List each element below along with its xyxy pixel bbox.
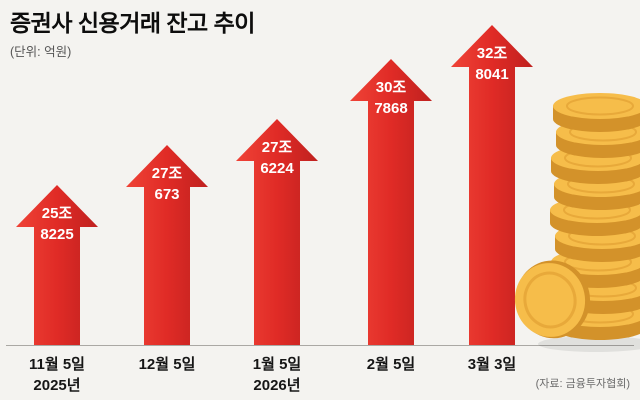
page-title: 증권사 신용거래 잔고 추이: [10, 10, 255, 36]
arrow-bar: 32조 8041: [451, 25, 533, 345]
value-label: 30조 7868: [374, 79, 408, 117]
chart-header: 증권사 신용거래 잔고 추이 (단위: 억원): [10, 8, 255, 60]
arrow-bar: 27조 673: [126, 145, 208, 345]
arrow-bar: 25조 8225: [16, 185, 98, 345]
baseline-axis: [6, 345, 634, 346]
value-label: 32조 8041: [475, 45, 509, 83]
category-label: 1월 5일 2026년: [252, 356, 302, 394]
arrow-bar: 30조 7868: [350, 59, 432, 345]
arrow-bar: 27조 6224: [236, 119, 318, 345]
value-label: 25조 8225: [40, 205, 74, 243]
value-label: 27조 673: [151, 165, 183, 203]
category-label: 3월 3일: [467, 356, 517, 373]
category-label: 2월 5일: [366, 356, 416, 373]
gold-coins-illustration: [496, 82, 640, 362]
category-label: 12월 5일: [138, 356, 196, 373]
category-label: 11월 5일 2025년: [29, 356, 85, 394]
source-label: (자료: 금융투자협회): [535, 378, 630, 390]
value-label: 27조 6224: [260, 139, 294, 177]
unit-label: (단위: 억원): [10, 45, 72, 59]
